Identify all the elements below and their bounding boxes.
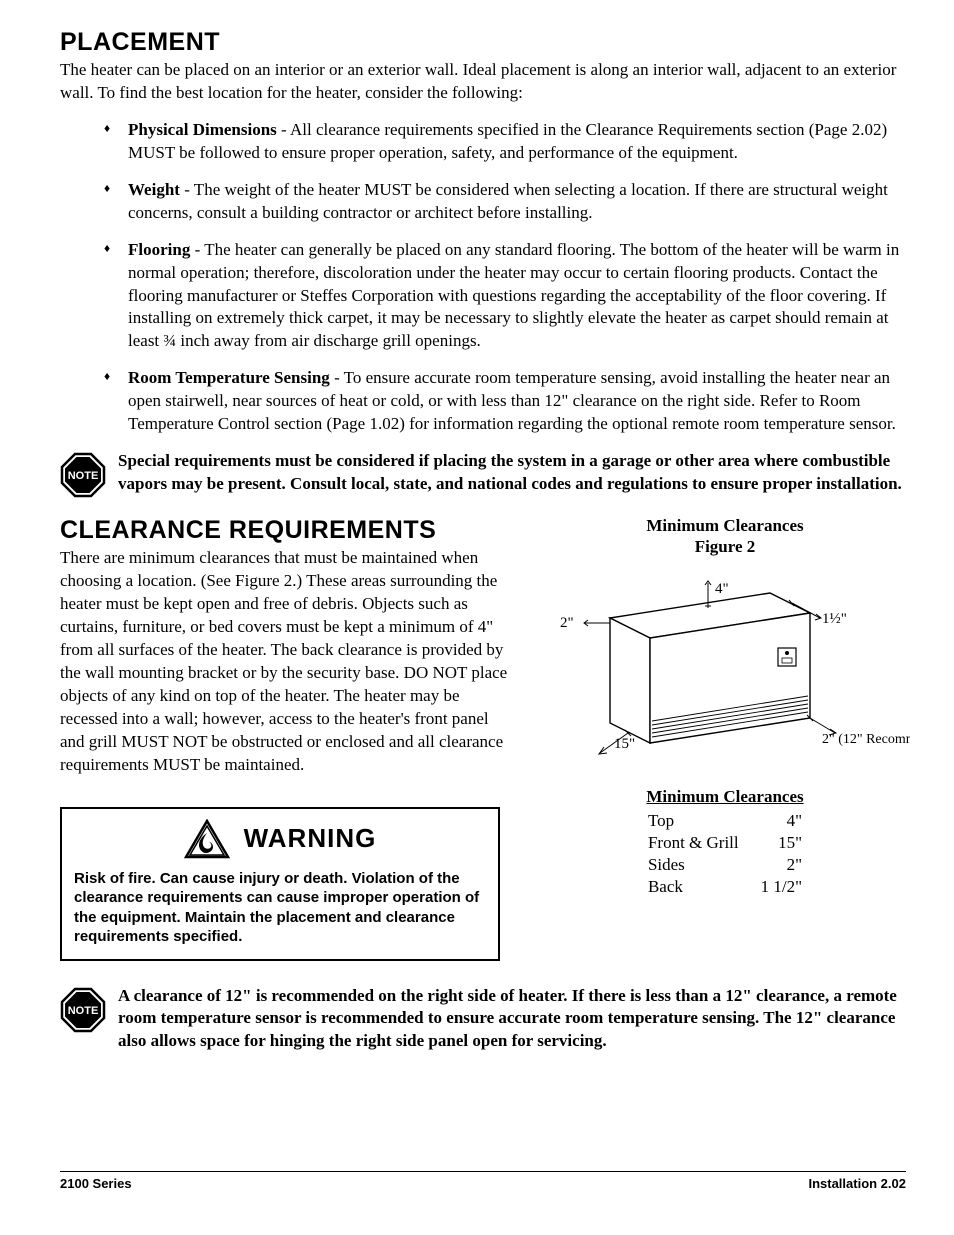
placement-heading: Placement: [60, 28, 906, 57]
bullet-body: - The weight of the heater MUST be consi…: [128, 180, 888, 222]
clearance-heading: Clearance Requirements: [60, 516, 510, 545]
clearance-note: NOTE A clearance of 12" is recommended o…: [60, 985, 906, 1054]
svg-text:NOTE: NOTE: [68, 1005, 99, 1017]
clearance-diagram: 4" 2" 1½": [540, 563, 910, 773]
clearance-note-text: A clearance of 12" is recommended on the…: [118, 985, 906, 1054]
bullet-title: Physical Dimensions: [128, 120, 277, 139]
svg-text:1½": 1½": [822, 611, 847, 627]
bullet-title: Room Temperature Sensing: [128, 368, 330, 387]
svg-text:NOTE: NOTE: [68, 470, 99, 482]
clearance-table-caption: Minimum Clearances: [636, 787, 814, 807]
warning-body: Risk of fire. Can cause injury or death.…: [74, 869, 486, 947]
svg-text:4": 4": [715, 581, 729, 597]
svg-text:2" (12" Recommended): 2" (12" Recommended): [822, 732, 910, 747]
list-item: Physical Dimensions - All clearance requ…: [104, 119, 906, 165]
table-row: Back1 1/2": [638, 877, 812, 897]
clearance-table: Minimum Clearances Top4" Front & Grill15…: [636, 787, 814, 899]
clearance-body: There are minimum clearances that must b…: [60, 547, 510, 776]
note-icon: NOTE: [60, 987, 106, 1033]
figure-title: Minimum Clearances Figure 2: [540, 516, 910, 557]
table-row: Sides2": [638, 855, 812, 875]
warning-box: WARNING Risk of fire. Can cause injury o…: [60, 807, 500, 961]
list-item: Room Temperature Sensing - To ensure acc…: [104, 367, 906, 436]
table-row: Top4": [638, 811, 812, 831]
footer-left: 2100 Series: [60, 1176, 132, 1191]
page-footer: 2100 Series Installation 2.02: [60, 1171, 906, 1191]
svg-text:2": 2": [560, 615, 574, 631]
bullet-body: - The heater can generally be placed on …: [128, 240, 899, 351]
placement-note-text: Special requirements must be considered …: [118, 450, 906, 496]
note-icon: NOTE: [60, 452, 106, 498]
placement-note: NOTE Special requirements must be consid…: [60, 450, 906, 498]
svg-text:15": 15": [614, 736, 635, 752]
placement-bullets: Physical Dimensions - All clearance requ…: [60, 119, 906, 436]
flame-icon: [184, 819, 230, 859]
table-row: Front & Grill15": [638, 833, 812, 853]
list-item: Flooring - The heater can generally be p…: [104, 239, 906, 354]
footer-right: Installation 2.02: [808, 1176, 906, 1191]
bullet-title: Flooring: [128, 240, 190, 259]
placement-lead: The heater can be placed on an interior …: [60, 59, 906, 105]
list-item: Weight - The weight of the heater MUST b…: [104, 179, 906, 225]
bullet-title: Weight: [128, 180, 180, 199]
warning-label: WARNING: [244, 823, 377, 854]
